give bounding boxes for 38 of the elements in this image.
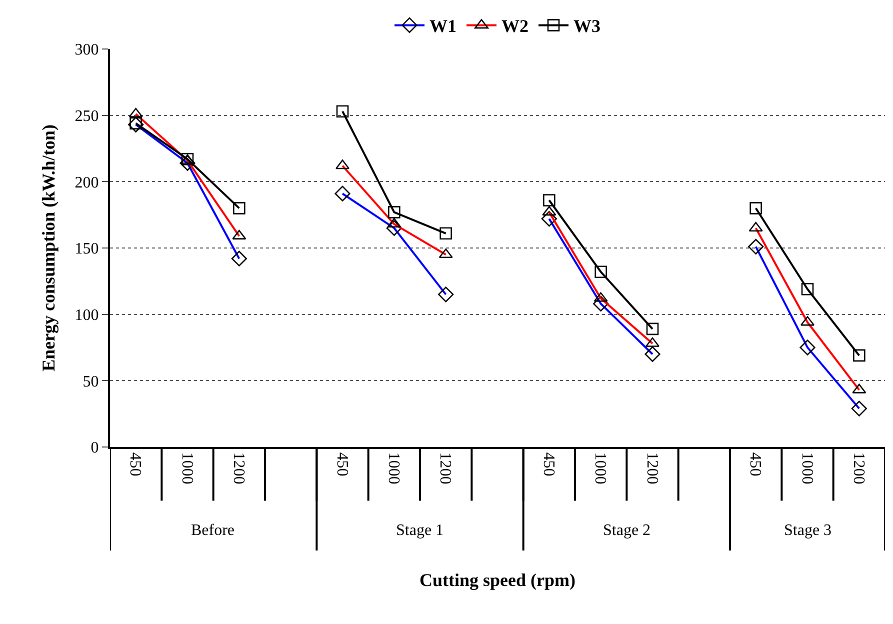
legend-label: W3	[574, 16, 600, 36]
x-tick-label: 1000	[592, 452, 609, 484]
point	[440, 227, 452, 240]
y-axis-title: Energy consumption (kW.h/ton)	[38, 124, 58, 372]
x-tick-label: 1200	[436, 452, 454, 484]
x-tick-label: 1000	[384, 452, 402, 484]
x-tick-label: 1200	[643, 452, 660, 484]
point	[801, 282, 814, 296]
point	[594, 266, 607, 278]
point	[750, 202, 762, 214]
text: Before	[191, 522, 235, 539]
x-tick-label: 1200	[850, 452, 867, 484]
x-tick-label: 450	[333, 452, 350, 476]
point	[543, 194, 556, 206]
point	[336, 105, 349, 118]
text: Stage 3	[784, 522, 832, 539]
y-tick-label: 250	[74, 108, 99, 125]
x-tick-label: 450	[126, 452, 144, 476]
y-tick-label: 150	[74, 240, 99, 258]
legend-label: W2	[502, 16, 528, 36]
y-tick-label: 300	[74, 42, 99, 59]
text: Stage 1	[396, 522, 444, 539]
point	[388, 206, 400, 218]
text: Stage 2	[603, 522, 651, 539]
point	[233, 202, 246, 214]
x-tick-label: 450	[746, 452, 764, 476]
y-tick-label: 50	[82, 373, 99, 390]
y-tick-label: 200	[74, 174, 99, 192]
y-tick-label: 100	[74, 306, 99, 324]
y-tick-label: 0	[90, 440, 99, 457]
x-tick-label: 450	[540, 452, 557, 476]
legend-label: W1	[430, 16, 456, 36]
x-axis-title: Cutting speed (rpm)	[420, 570, 576, 590]
x-tick-label: 1200	[230, 452, 247, 484]
point	[646, 322, 659, 336]
x-tick-label: 1000	[798, 452, 816, 484]
x-tick-label: 1000	[178, 452, 196, 484]
point	[853, 349, 866, 362]
